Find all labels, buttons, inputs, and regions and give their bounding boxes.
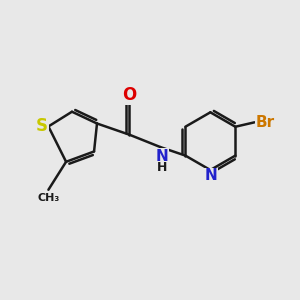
Text: N: N [205, 168, 217, 183]
Text: Br: Br [256, 115, 275, 130]
Text: N: N [155, 149, 168, 164]
Text: O: O [122, 86, 136, 104]
Text: S: S [36, 117, 48, 135]
Text: CH₃: CH₃ [37, 193, 59, 203]
Text: H: H [157, 161, 167, 174]
